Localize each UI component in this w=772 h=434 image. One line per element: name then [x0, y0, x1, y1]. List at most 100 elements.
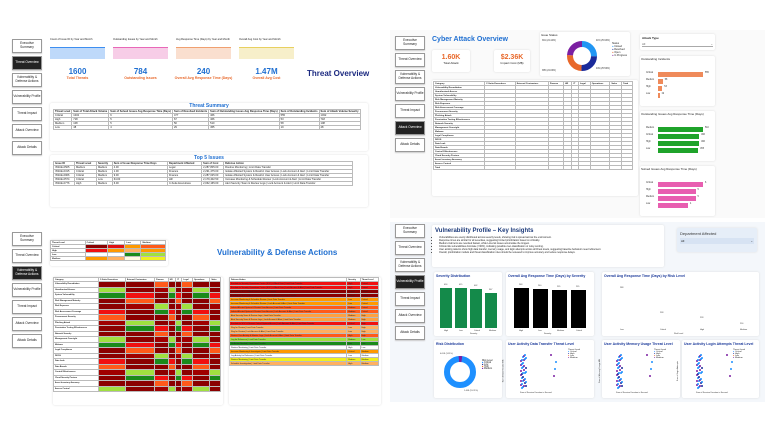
scatter-point: [699, 385, 701, 387]
heat-cell: [154, 341, 169, 348]
heat-cell: [175, 374, 183, 381]
table-row: Risk Assessment Coverage: [53, 308, 221, 315]
nav-item-vulnerability-defense-actions[interactable]: Vulnerability & Defense Actions: [395, 70, 425, 84]
value-cell: [589, 165, 611, 170]
legend-item: ● Critical: [568, 351, 580, 353]
legend-title: Risk Level: [482, 360, 493, 362]
bar: [658, 189, 696, 194]
legend-label: In Progress: [614, 54, 628, 57]
vuln-defense-panel: Executive Summary Threat Overview Vulnerab…: [5, 232, 383, 405]
table-row: Phishing Attack: [53, 319, 221, 326]
nav-item-vulnerability-profile[interactable]: Vulnerability Profile: [395, 275, 425, 289]
legend-dot-icon: ●: [733, 355, 735, 357]
nav-item-threat-impact[interactable]: Threat Impact: [12, 300, 42, 314]
nav-item-threat-impact[interactable]: Threat Impact: [395, 104, 425, 118]
heat-cell: [124, 319, 156, 326]
nav-item-attack-overview[interactable]: Attack Overview: [395, 309, 425, 323]
nav-item-vulnerability-profile[interactable]: Vulnerability Profile: [12, 90, 42, 104]
nav-item-attack-overview[interactable]: Attack Overview: [12, 124, 42, 138]
scatter-point: [700, 358, 702, 360]
heat-cell: [209, 374, 221, 381]
chevron-down-icon: ⌄: [710, 42, 713, 46]
nav-item-threat-impact[interactable]: Threat Impact: [395, 292, 425, 306]
nav-item-threat-impact[interactable]: Threat Impact: [12, 107, 42, 121]
heat-cell: [209, 352, 221, 359]
nav-item-vulnerability-profile[interactable]: Vulnerability Profile: [395, 87, 425, 101]
table-cell: ISSUE-0776: [53, 181, 75, 186]
table-row: Data Breach: [53, 363, 221, 370]
nav-item-attack-details[interactable]: Attack Details: [12, 141, 42, 155]
nav-item-threat-overview[interactable]: Threat Overview: [395, 241, 425, 255]
severity-distribution-chart: Severity Distribution 416 High 415 Low 402 Cri…: [434, 272, 502, 336]
bar-chart-card: Outstanding Issues Avg Response Time (Da…: [640, 111, 715, 161]
table-cell: Medium: [95, 181, 113, 186]
axis-tick: Medium: [740, 329, 748, 331]
nav-item-executive-summary[interactable]: Executive Summary: [395, 224, 425, 238]
heat-cell: [97, 385, 126, 392]
legend-dot-icon: ●: [612, 51, 615, 54]
axis-label: Sum of Memory Usage MB: [599, 358, 602, 384]
nav-item-executive-summary[interactable]: Executive Summary: [12, 232, 42, 246]
nav-item-attack-details[interactable]: Attack Details: [395, 326, 425, 340]
table-row: DDOS: [53, 352, 221, 359]
scatter-point: [619, 365, 621, 367]
bar: [658, 141, 700, 146]
nav-item-attack-details[interactable]: Attack Details: [12, 334, 42, 348]
heat-cell: [154, 292, 169, 299]
insights-list: Vulnerabilities are evenly distributed a…: [435, 236, 661, 254]
scatter-point: [730, 368, 732, 370]
department-dropdown[interactable]: All ⌄: [680, 238, 754, 244]
scatter-point: [550, 354, 552, 356]
heat-cell: [124, 314, 156, 321]
nav-item-vulnerability-defense-actions[interactable]: Vulnerability & Defense Actions: [12, 266, 42, 280]
attack-type-filter[interactable]: Attack Type All ⌄: [640, 34, 715, 50]
table-cell: 6.00: [111, 181, 168, 186]
scatter-point: [522, 376, 524, 378]
sparkline-title: Outstanding Issues by Year and Month: [113, 38, 158, 41]
bar: [658, 93, 660, 98]
bar: [658, 134, 700, 139]
nav-item-executive-summary[interactable]: Executive Summary: [12, 39, 42, 53]
chart-title: Solved Issues Avg Response Time (Days): [641, 167, 697, 171]
legend-dot-icon: ●: [733, 351, 735, 353]
heat-cell: [154, 385, 169, 392]
scatter-point: [620, 354, 622, 356]
heat-cell: [175, 319, 183, 326]
nav-item-attack-overview[interactable]: Attack Overview: [395, 121, 425, 135]
nav-item-vulnerability-defense-actions[interactable]: Vulnerability & Defense Actions: [12, 73, 42, 87]
nav-item-attack-overview[interactable]: Attack Overview: [12, 317, 42, 331]
value-cell: [621, 165, 633, 170]
scatter-point: [616, 384, 618, 386]
chart-title: Outstanding Issues Avg Response Time (Da…: [641, 112, 704, 116]
nav-item-executive-summary[interactable]: Executive Summary: [395, 36, 425, 50]
attack-type-dropdown[interactable]: All ⌄: [642, 42, 713, 47]
heat-cell: [154, 336, 169, 343]
legend-label: Resolved: [614, 48, 625, 51]
value-cell: [609, 165, 623, 170]
nav-item-attack-details[interactable]: Attack Details: [395, 138, 425, 152]
bar-value: 5: [697, 189, 699, 191]
insight-item: Response times are similar for all sever…: [439, 239, 661, 242]
scatter-point: [618, 376, 620, 378]
column-header: External Contractors: [124, 277, 156, 282]
sparkline-title: Overall Avg Cost by Year and Month: [239, 38, 281, 41]
nav-item-vulnerability-profile[interactable]: Vulnerability Profile: [12, 283, 42, 297]
nav-item-threat-overview[interactable]: Threat Overview: [12, 249, 42, 263]
nav-item-threat-overview[interactable]: Threat Overview: [395, 53, 425, 67]
department-filter[interactable]: Department Affected All ⌄: [677, 228, 757, 252]
bar-label: Critical: [646, 134, 654, 136]
nav-item-vulnerability-defense-actions[interactable]: Vulnerability & Defense Actions: [395, 258, 425, 272]
heat-cell: [124, 325, 156, 332]
callout: 385 (24.06%): [542, 70, 556, 72]
category-heatmap: Category C-Suite Executives External Contr…: [53, 277, 223, 405]
column-header: IT: [175, 277, 183, 282]
nav-item-threat-overview[interactable]: Threat Overview: [12, 56, 42, 70]
chart-title: Risk Distribution: [436, 342, 465, 346]
legend-item: ● High: [733, 353, 745, 355]
filter-label: Department Affected: [680, 231, 717, 236]
threat-severity-matrix: Threat Level Critical High Low Medium Critica…: [50, 240, 168, 266]
callout: 1.46K (91.31%): [464, 390, 478, 392]
threat-summary-title: Threat Summary: [189, 103, 229, 109]
legend-label: Low: [484, 364, 489, 366]
heat-cell: [191, 363, 211, 370]
